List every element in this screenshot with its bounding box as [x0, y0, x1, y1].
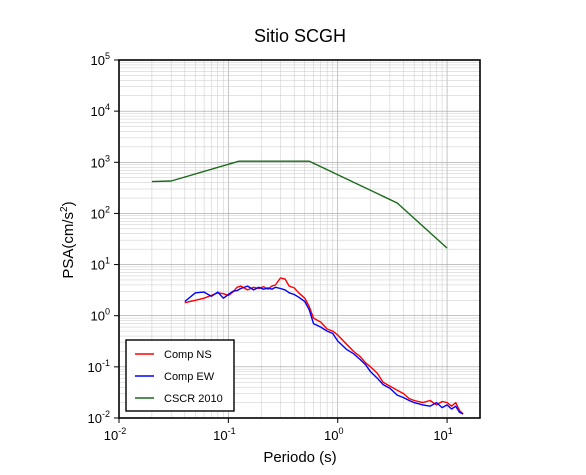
series-layer	[151, 160, 464, 415]
x-tick-label: 100	[324, 426, 343, 443]
x-axis-title: Periodo (s)	[263, 449, 336, 466]
series-line-2	[184, 285, 464, 415]
y-tick-label: 10-1	[88, 358, 110, 375]
legend-label: CSCR 2010	[164, 393, 223, 405]
y-tick-label: 101	[91, 256, 110, 273]
legend-label: Comp NS	[164, 349, 212, 361]
x-tick-label: 10-1	[213, 426, 235, 443]
y-tick-label: 105	[91, 51, 110, 68]
y-axis-title: PSA(cm/s2)	[59, 201, 77, 278]
legend-label: Comp EW	[164, 371, 215, 383]
x-tick-labels: 10-2 10-1 100 101	[104, 418, 453, 443]
y-tick-label: 103	[91, 153, 110, 170]
y-axis-title-base: PSA(cm/s	[60, 212, 77, 279]
legend: Comp NS Comp EW CSCR 2010	[125, 339, 235, 412]
y-tick-label: 10-2	[88, 409, 110, 426]
x-tick-label: 101	[433, 426, 452, 443]
plot-frame	[118, 59, 481, 419]
y-tick-label: 104	[91, 102, 110, 119]
y-axis-title-superscript: 2	[59, 206, 70, 212]
y-tick-label: 102	[91, 204, 110, 221]
chart-title: Sitio SCGH	[254, 26, 346, 46]
series-line-1	[184, 277, 464, 415]
y-axis-title-close: )	[60, 201, 77, 206]
x-tick-label: 10-2	[104, 426, 126, 443]
grid	[118, 59, 481, 419]
series-line-3	[151, 160, 448, 249]
y-tick-labels: 10-2 10-1 100 101 102 103 104 105	[88, 51, 119, 426]
y-tick-label: 100	[91, 307, 110, 324]
